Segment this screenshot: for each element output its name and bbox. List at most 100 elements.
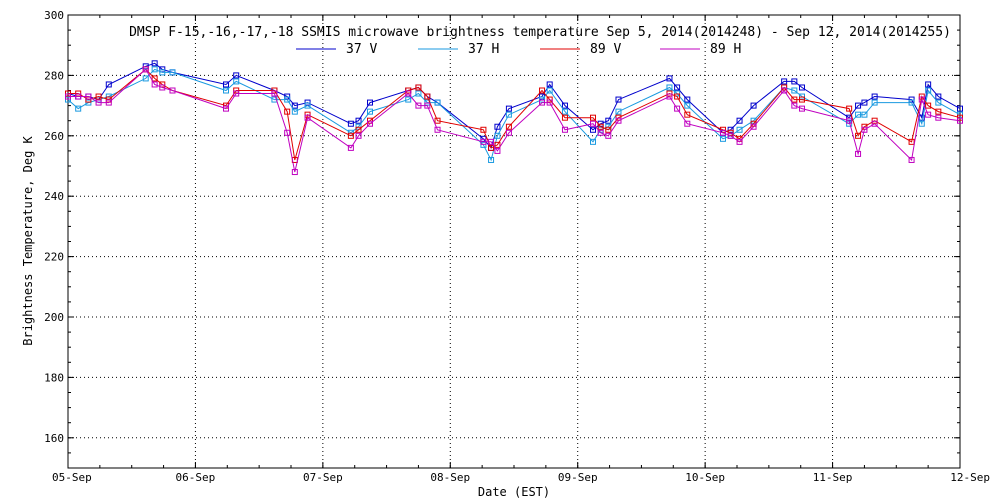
data-point	[85, 93, 92, 100]
data-point	[539, 96, 546, 103]
data-point	[791, 78, 798, 85]
data-point	[846, 117, 853, 124]
data-point	[367, 99, 374, 106]
data-point	[284, 96, 291, 103]
data-point	[284, 108, 291, 115]
data-point	[597, 129, 604, 136]
data-point	[75, 93, 82, 100]
data-point	[546, 96, 553, 103]
x-axis-label: Date (EST)	[478, 485, 550, 499]
legend-label: 89 H	[710, 42, 741, 57]
series-89-h	[65, 66, 963, 176]
data-point	[908, 99, 915, 106]
series-37-h	[65, 66, 963, 163]
y-tick-label: 260	[44, 130, 64, 143]
x-tick-label: 08-Sep	[430, 471, 470, 484]
data-point	[546, 87, 553, 94]
data-point	[590, 114, 597, 121]
data-point	[750, 123, 757, 130]
y-tick-label: 300	[44, 9, 64, 22]
data-point	[284, 93, 291, 100]
data-point	[736, 138, 743, 145]
data-point	[918, 96, 925, 103]
data-point	[159, 84, 166, 91]
data-point	[871, 120, 878, 127]
data-point	[159, 81, 166, 88]
data-point	[957, 105, 963, 112]
data-point	[719, 126, 726, 133]
legend-label: 37 H	[468, 42, 499, 57]
data-point	[415, 102, 422, 109]
data-point	[666, 84, 673, 91]
grid-lines	[68, 15, 960, 468]
series-37-v	[65, 60, 963, 151]
data-point	[925, 87, 932, 94]
data-point	[846, 105, 853, 112]
data-point	[736, 126, 743, 133]
data-point	[561, 114, 568, 121]
data-point	[159, 69, 166, 76]
x-tick-label: 05-Sep	[52, 471, 92, 484]
data-point	[95, 93, 102, 100]
data-point	[791, 96, 798, 103]
data-point	[719, 135, 726, 142]
data-point	[65, 96, 71, 103]
data-point	[233, 90, 240, 97]
data-point	[674, 93, 681, 100]
chart-title: DMSP F-15,-16,-17,-18 SSMIS microwave br…	[129, 25, 951, 40]
data-point	[925, 81, 932, 88]
data-point	[355, 117, 362, 124]
data-point	[719, 129, 726, 136]
x-tick-label: 10-Sep	[685, 471, 725, 484]
data-point	[590, 138, 597, 145]
data-point	[151, 81, 158, 88]
data-point	[935, 108, 942, 115]
data-point	[908, 96, 915, 103]
data-point	[405, 96, 412, 103]
data-point	[791, 87, 798, 94]
data-point	[434, 117, 441, 124]
data-point	[151, 75, 158, 82]
data-point	[957, 111, 963, 118]
data-point	[105, 81, 112, 88]
data-point	[605, 132, 612, 139]
data-point	[925, 102, 932, 109]
data-point	[781, 87, 788, 94]
data-point	[367, 120, 374, 127]
data-point	[674, 105, 681, 112]
data-point	[750, 102, 757, 109]
data-point	[271, 90, 278, 97]
data-point	[284, 129, 291, 136]
data-point	[727, 126, 734, 133]
data-point	[798, 93, 805, 100]
y-tick-label: 220	[44, 251, 64, 264]
data-point	[791, 102, 798, 109]
data-point	[539, 99, 546, 106]
data-point	[505, 111, 512, 118]
data-point	[169, 87, 176, 94]
data-point	[957, 117, 963, 124]
data-point	[615, 108, 622, 115]
y-tick-label: 200	[44, 311, 64, 324]
data-point	[855, 102, 862, 109]
x-tick-label: 11-Sep	[813, 471, 853, 484]
data-point	[539, 87, 546, 94]
data-point	[590, 120, 597, 127]
x-tick-label: 12-Sep	[950, 471, 990, 484]
data-point	[223, 105, 230, 112]
x-tick-label: 09-Sep	[558, 471, 598, 484]
data-point	[615, 117, 622, 124]
data-point	[434, 99, 441, 106]
data-point	[855, 111, 862, 118]
data-point	[666, 93, 673, 100]
data-point	[871, 99, 878, 106]
y-tick-label: 280	[44, 69, 64, 82]
x-tick-label: 06-Sep	[176, 471, 216, 484]
data-point	[546, 99, 553, 106]
data-point	[405, 90, 412, 97]
data-point	[561, 108, 568, 115]
data-point	[736, 117, 743, 124]
y-tick-label: 180	[44, 371, 64, 384]
data-point	[480, 138, 487, 145]
data-point	[798, 96, 805, 103]
